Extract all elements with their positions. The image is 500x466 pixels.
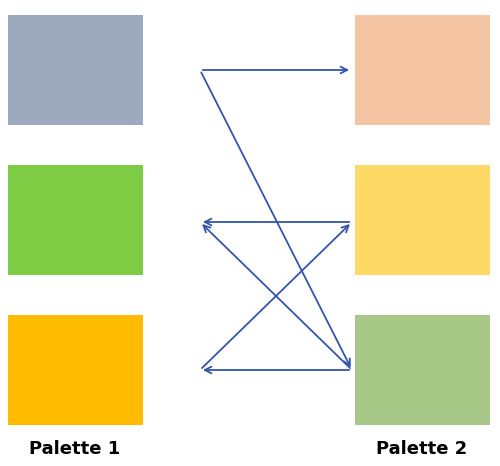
- Bar: [8, 15, 143, 125]
- Bar: [355, 165, 490, 275]
- Bar: [355, 15, 490, 125]
- Bar: [8, 165, 143, 275]
- Text: Palette 2: Palette 2: [376, 440, 468, 458]
- Bar: [355, 315, 490, 425]
- Text: Palette 1: Palette 1: [30, 440, 120, 458]
- Bar: [8, 315, 143, 425]
